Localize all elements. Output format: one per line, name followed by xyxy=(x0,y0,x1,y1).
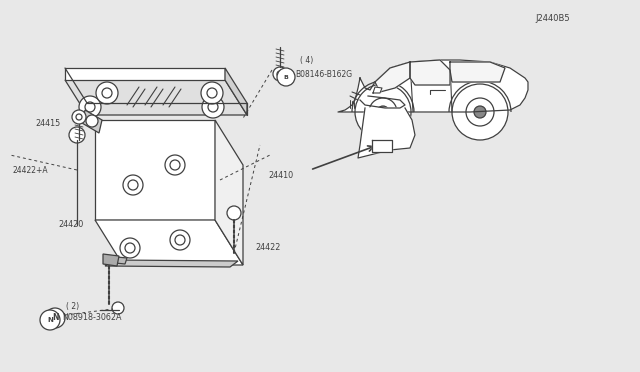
Polygon shape xyxy=(215,120,243,265)
Text: N08918-3062A: N08918-3062A xyxy=(62,312,122,321)
Circle shape xyxy=(202,96,224,118)
Circle shape xyxy=(45,308,65,328)
Polygon shape xyxy=(105,260,238,267)
Circle shape xyxy=(474,106,486,118)
Text: 24420: 24420 xyxy=(58,219,83,228)
Circle shape xyxy=(40,310,60,330)
Text: 24422: 24422 xyxy=(255,243,280,251)
Text: B: B xyxy=(284,74,289,80)
Circle shape xyxy=(120,238,140,258)
Circle shape xyxy=(165,155,185,175)
Polygon shape xyxy=(372,140,392,152)
Polygon shape xyxy=(95,120,215,220)
Circle shape xyxy=(79,96,101,118)
Circle shape xyxy=(277,68,295,86)
Circle shape xyxy=(452,84,508,140)
Text: N: N xyxy=(52,314,58,323)
Polygon shape xyxy=(338,60,528,112)
Circle shape xyxy=(86,115,98,127)
Text: 24410: 24410 xyxy=(268,170,293,180)
Circle shape xyxy=(369,98,397,126)
Polygon shape xyxy=(358,108,415,158)
Polygon shape xyxy=(375,62,410,92)
Circle shape xyxy=(175,235,185,245)
Circle shape xyxy=(123,175,143,195)
Circle shape xyxy=(96,82,118,104)
Circle shape xyxy=(273,67,287,81)
Polygon shape xyxy=(103,254,119,266)
Circle shape xyxy=(355,84,411,140)
Polygon shape xyxy=(82,110,102,133)
Circle shape xyxy=(170,230,190,250)
Circle shape xyxy=(125,243,135,253)
Text: N: N xyxy=(47,317,53,323)
Polygon shape xyxy=(65,68,225,80)
Text: 24415: 24415 xyxy=(35,119,60,128)
Polygon shape xyxy=(450,62,505,82)
Polygon shape xyxy=(65,80,247,115)
Circle shape xyxy=(69,127,85,143)
Circle shape xyxy=(72,110,86,124)
Polygon shape xyxy=(95,220,243,265)
Polygon shape xyxy=(225,68,247,115)
Text: B08146-B162G: B08146-B162G xyxy=(295,70,352,78)
Polygon shape xyxy=(105,256,127,264)
Polygon shape xyxy=(373,87,382,93)
Text: ( 2): ( 2) xyxy=(66,302,79,311)
Circle shape xyxy=(227,206,241,220)
Circle shape xyxy=(377,106,389,118)
Text: ( 4): ( 4) xyxy=(300,55,313,64)
Circle shape xyxy=(201,82,223,104)
Text: 24422+A: 24422+A xyxy=(12,166,47,174)
Text: J2440B5: J2440B5 xyxy=(535,13,570,22)
Circle shape xyxy=(466,98,494,126)
Polygon shape xyxy=(410,60,450,85)
Circle shape xyxy=(112,302,124,314)
